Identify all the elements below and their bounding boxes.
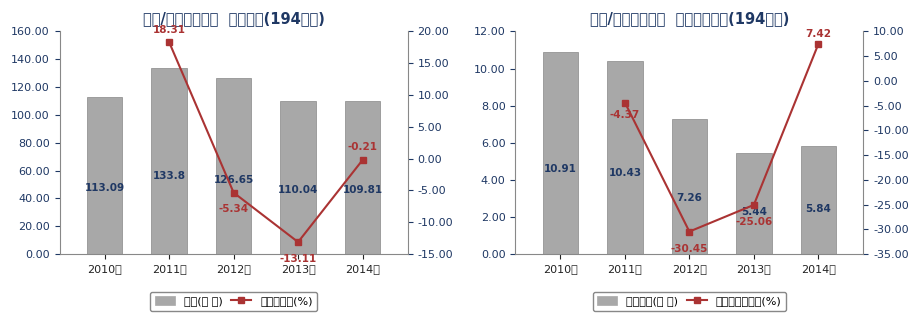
Text: -30.45: -30.45 <box>670 244 708 254</box>
Text: -4.37: -4.37 <box>609 110 640 120</box>
Bar <box>280 101 315 254</box>
Text: 10.91: 10.91 <box>543 164 576 174</box>
Text: 110.04: 110.04 <box>278 185 318 195</box>
Text: -25.06: -25.06 <box>734 217 772 227</box>
Bar <box>735 153 771 254</box>
Text: 18.31: 18.31 <box>153 24 186 34</box>
Bar <box>152 68 187 254</box>
Bar <box>542 52 577 254</box>
Bar <box>87 97 122 254</box>
Title: 금속/기계장비산업  매출추이(194개사): 금속/기계장비산업 매출추이(194개사) <box>142 11 324 26</box>
Bar <box>345 101 380 254</box>
Text: 126.65: 126.65 <box>213 175 254 185</box>
Text: 7.42: 7.42 <box>804 29 831 39</box>
Legend: 영업이익(조 원), 영업이익증가율(%): 영업이익(조 원), 영업이익증가율(%) <box>592 292 785 311</box>
Text: -13.11: -13.11 <box>279 254 316 263</box>
Bar <box>800 146 835 254</box>
Text: 5.84: 5.84 <box>804 204 831 213</box>
Text: 109.81: 109.81 <box>342 185 382 195</box>
Bar <box>216 78 251 254</box>
Title: 금속/기계장비산업  영업이익추이(194개사): 금속/기계장비산업 영업이익추이(194개사) <box>589 11 789 26</box>
Text: 113.09: 113.09 <box>85 183 125 193</box>
Bar <box>607 61 642 254</box>
Legend: 매출(조 원), 매출증기율(%): 매출(조 원), 매출증기율(%) <box>150 292 317 311</box>
Text: 10.43: 10.43 <box>607 168 641 178</box>
Bar <box>671 119 707 254</box>
Text: 7.26: 7.26 <box>675 193 701 203</box>
Text: -5.34: -5.34 <box>219 204 248 214</box>
Text: 5.44: 5.44 <box>740 207 766 217</box>
Text: 133.8: 133.8 <box>153 171 186 181</box>
Text: -0.21: -0.21 <box>347 142 377 152</box>
